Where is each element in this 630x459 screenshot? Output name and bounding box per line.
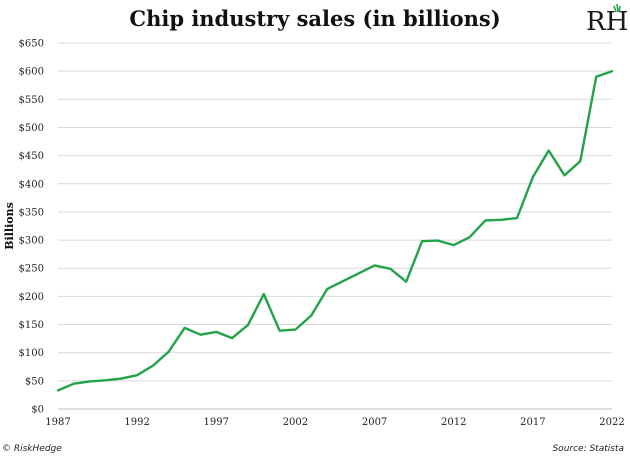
logo-text: RH xyxy=(586,7,628,37)
grid-lines xyxy=(58,42,612,382)
series-group xyxy=(56,69,614,392)
y-tick-label: $300 xyxy=(19,236,44,247)
x-tick-label: 2007 xyxy=(362,417,387,428)
x-tick-label: 2002 xyxy=(283,417,308,428)
y-tick-label: $350 xyxy=(19,207,44,218)
y-tick-label: $100 xyxy=(19,348,44,359)
chart-title: Chip industry sales (in billions) xyxy=(129,6,501,31)
x-tick-label: 2012 xyxy=(441,417,466,428)
riskhedge-logo: RH xyxy=(586,3,628,37)
source-text: Source: Statista xyxy=(552,444,624,454)
x-tick-label: 1997 xyxy=(204,417,229,428)
x-tick-label: 1992 xyxy=(124,417,149,428)
y-tick-labels: $0 $50 $100 $150 $200 $250 $300 $350 $400 $450 $50… xyxy=(19,39,44,416)
y-tick-label: $500 xyxy=(19,123,44,134)
y-tick-label: $450 xyxy=(19,151,44,162)
y-tick-label: $50 xyxy=(25,376,44,387)
logo-leaf xyxy=(613,3,621,13)
y-tick-label: $600 xyxy=(19,67,44,78)
x-tick-label: 2017 xyxy=(520,417,545,428)
x-tick-labels: 1987 1992 1997 2002 2007 2012 2017 2022 xyxy=(45,417,624,428)
y-tick-label: $150 xyxy=(19,320,44,331)
y-tick-label: $200 xyxy=(19,292,44,303)
y-axis-label: Billions xyxy=(3,202,16,250)
x-tick-label: 2022 xyxy=(599,417,624,428)
y-tick-label: $550 xyxy=(19,95,44,106)
series-line xyxy=(56,69,614,392)
copyright-text: © RiskHedge xyxy=(2,444,62,454)
x-tick-label: 1987 xyxy=(45,417,70,428)
y-tick-label: $0 xyxy=(31,405,44,416)
y-tick-label: $250 xyxy=(19,264,44,275)
y-tick-label: $400 xyxy=(19,179,44,190)
y-tick-label: $650 xyxy=(19,39,44,50)
